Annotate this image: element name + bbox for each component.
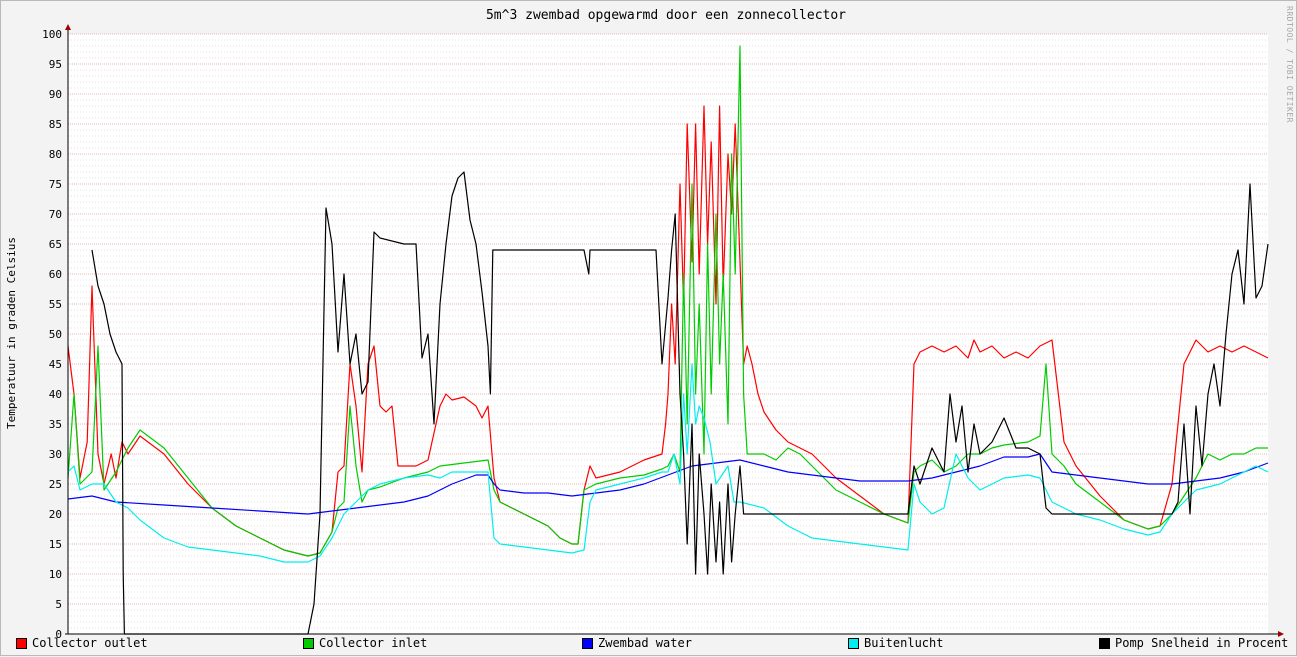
legend-item-collector-outlet: Collector outlet bbox=[16, 635, 148, 651]
y-tick-label: 80 bbox=[49, 148, 62, 161]
y-tick-label: 15 bbox=[49, 538, 62, 551]
legend-label-zwembad-water: Zwembad water bbox=[598, 636, 692, 650]
y-tick-label: 35 bbox=[49, 418, 62, 431]
y-tick-label: 90 bbox=[49, 88, 62, 101]
legend-item-collector-inlet: Collector inlet bbox=[303, 635, 427, 651]
x-axis-arrow-icon bbox=[1278, 631, 1284, 637]
series-line-pomp-snelheid-in-procent bbox=[91, 171, 1269, 635]
legend-swatch-buitenlucht bbox=[848, 637, 859, 649]
y-tick-label: 50 bbox=[49, 328, 62, 341]
y-tick-label: 100 bbox=[42, 28, 62, 41]
axes bbox=[65, 24, 1284, 637]
series-line-zwembad-water bbox=[67, 453, 1269, 515]
legend-label-collector-outlet: Collector outlet bbox=[32, 636, 148, 650]
legend-swatch-pomp-snelheid bbox=[1099, 637, 1110, 649]
y-tick-label: 60 bbox=[49, 268, 62, 281]
y-tick-label: 70 bbox=[49, 208, 62, 221]
y-tick-label: 75 bbox=[49, 178, 62, 191]
legend-label-buitenlucht: Buitenlucht bbox=[864, 636, 944, 650]
chart-title: 5m^3 zwembad opgewarmd door een zonnecol… bbox=[486, 8, 846, 23]
legend-swatch-zwembad-water bbox=[582, 637, 593, 649]
legend-swatch-collector-outlet bbox=[16, 637, 27, 649]
y-tick-label: 10 bbox=[49, 568, 62, 581]
y-tick-label: 40 bbox=[49, 388, 62, 401]
series-lines bbox=[67, 45, 1269, 635]
legend-item-zwembad-water: Zwembad water bbox=[582, 635, 692, 651]
legend-label-pomp-snelheid: Pomp Snelheid in Procent bbox=[1115, 636, 1289, 650]
series-line-collector-inlet bbox=[67, 45, 1268, 557]
y-tick-label: 95 bbox=[49, 58, 62, 71]
y-tick-label: 30 bbox=[49, 448, 62, 461]
watermark: RRDTOOL / TOBI OETIKER bbox=[1285, 6, 1294, 123]
legend-item-pomp-snelheid: Pomp Snelheid in Procent bbox=[1099, 635, 1288, 651]
legend-swatch-collector-inlet bbox=[303, 637, 314, 649]
y-tick-label: 45 bbox=[49, 358, 62, 371]
y-tick-label: 0 bbox=[55, 628, 62, 641]
y-tick-label: 25 bbox=[49, 478, 62, 491]
y-tick-label: 55 bbox=[49, 298, 62, 311]
y-tick-label: 65 bbox=[49, 238, 62, 251]
legend-item-buitenlucht: Buitenlucht bbox=[848, 635, 943, 651]
y-axis-label: Temperatuur in graden Celsius bbox=[5, 237, 18, 429]
y-axis-arrow-icon bbox=[65, 24, 71, 30]
y-tick-label: 5 bbox=[55, 598, 62, 611]
y-tick-label: 20 bbox=[49, 508, 62, 521]
legend-label-collector-inlet: Collector inlet bbox=[319, 636, 428, 650]
y-tick-label: 85 bbox=[49, 118, 62, 131]
y-tick-labels: 0 5 10 15 20 25 30 35 40 45 50 55 60 65 70 75 80 85 90 95 10… bbox=[42, 28, 62, 641]
